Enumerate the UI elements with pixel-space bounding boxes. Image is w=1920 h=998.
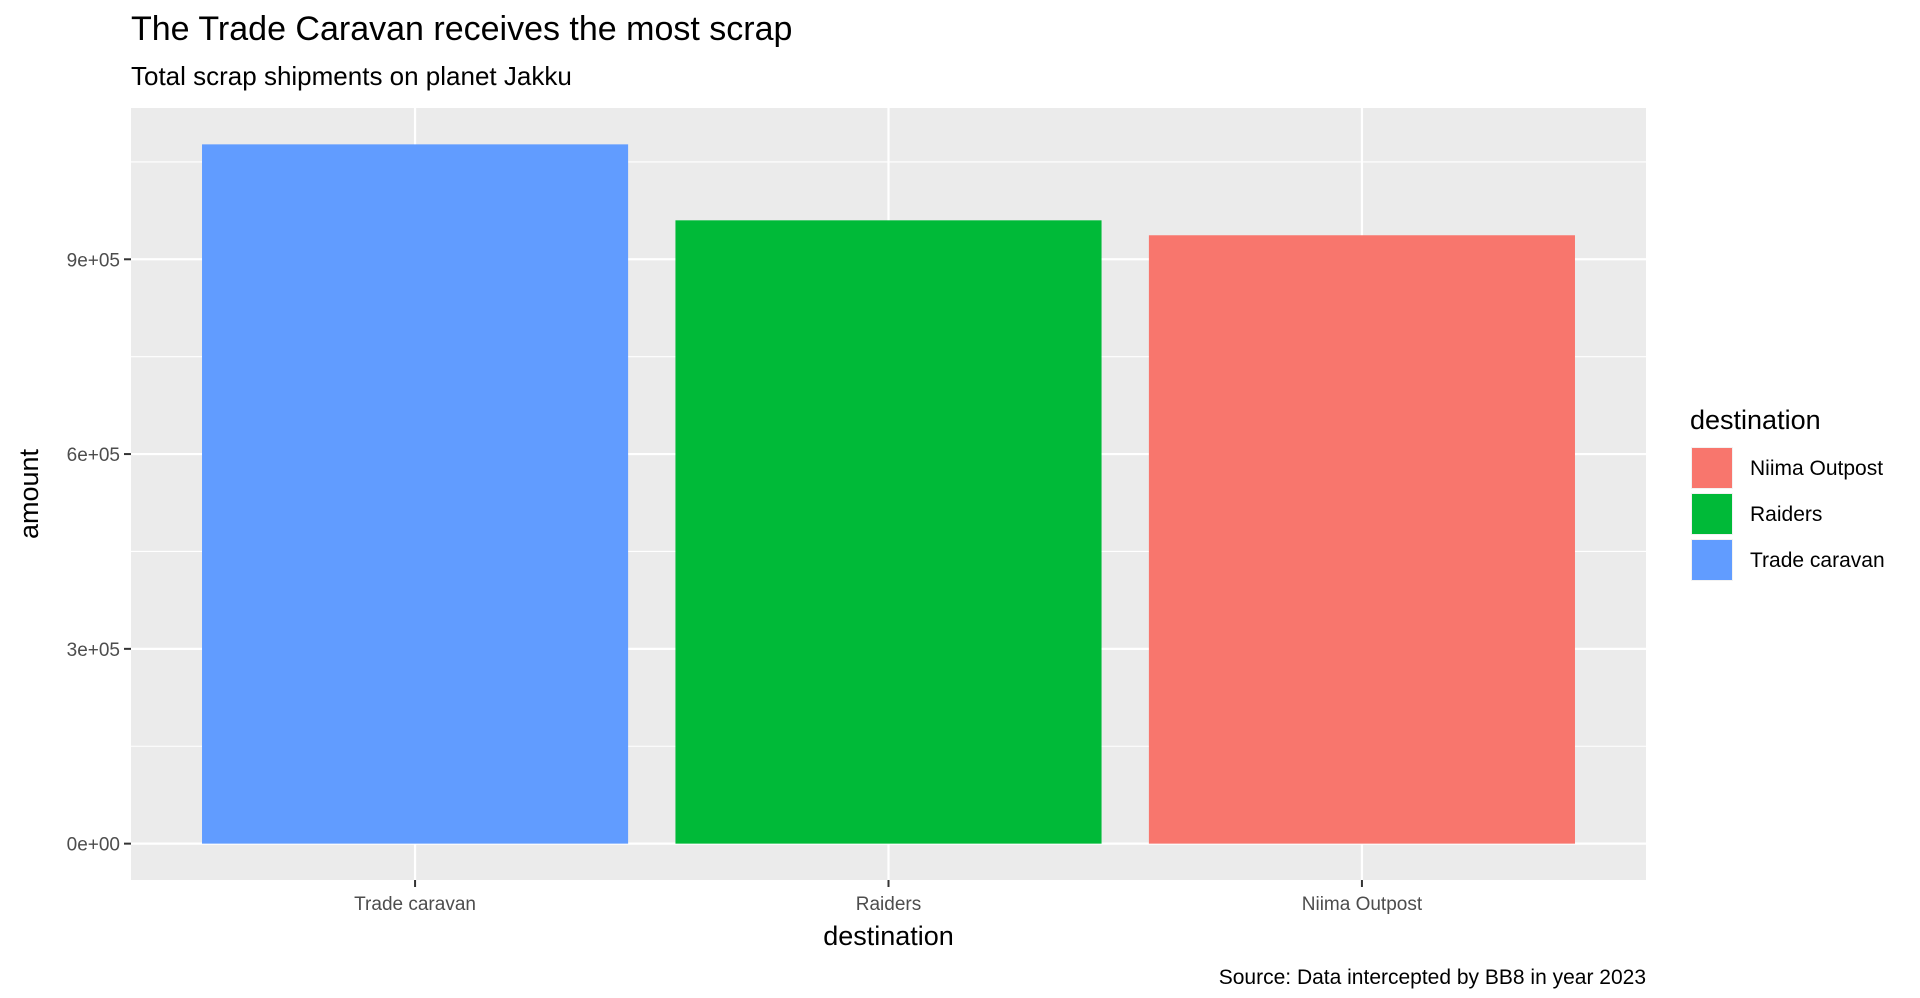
y-tick-label: 6e+05 (67, 445, 120, 466)
bars (202, 144, 1575, 844)
chart-title: The Trade Caravan receives the most scra… (131, 10, 792, 48)
x-tick-label: Trade caravan (354, 894, 476, 915)
legend-swatch (1692, 494, 1732, 534)
chart-caption: Source: Data intercepted by BB8 in year … (1219, 966, 1646, 989)
x-axis: Trade caravan Raiders Niima Outpost (354, 880, 1423, 915)
bar (1148, 235, 1575, 844)
legend-label: Niima Outpost (1750, 457, 1883, 480)
chart-subtitle: Total scrap shipments on planet Jakku (131, 61, 572, 91)
x-tick-label: Niima Outpost (1302, 894, 1423, 915)
x-tick-label: Raiders (856, 894, 921, 915)
x-axis-title: destination (823, 921, 954, 951)
y-tick-label: 9e+05 (67, 250, 120, 271)
y-axis-title: amount (14, 448, 44, 539)
bar (202, 144, 629, 844)
legend-swatch (1692, 540, 1732, 580)
y-axis: 0e+00 3e+05 6e+05 9e+05 (67, 250, 131, 856)
legend-label: Raiders (1750, 503, 1822, 526)
y-tick-label: 3e+05 (67, 640, 120, 661)
legend-label: Trade caravan (1750, 549, 1885, 572)
legend: destination Niima Outpost Raiders Trade ca… (1690, 405, 1885, 581)
legend-swatch (1692, 448, 1732, 488)
y-tick-label: 0e+00 (67, 835, 120, 856)
legend-title: destination (1690, 405, 1821, 435)
bar (675, 220, 1102, 844)
